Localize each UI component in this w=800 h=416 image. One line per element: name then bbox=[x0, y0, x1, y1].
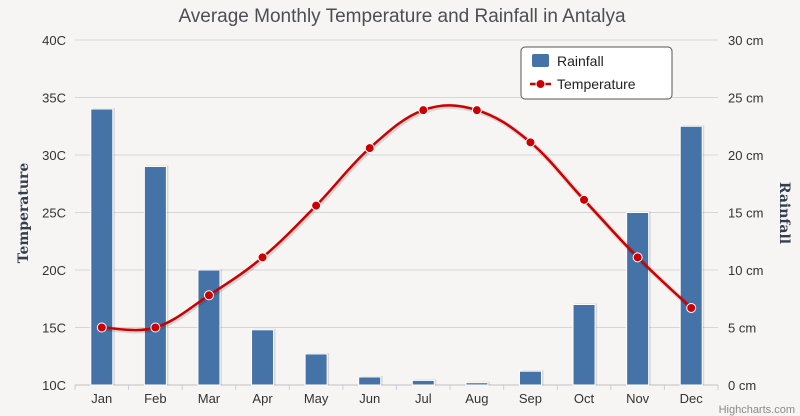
rainfall-bars bbox=[90, 108, 705, 386]
y-right-tick-label: 20 cm bbox=[728, 148, 763, 163]
y-left-tick-label: 40C bbox=[42, 33, 66, 48]
rainfall-bar[interactable] bbox=[358, 376, 382, 386]
x-tick-label: Apr bbox=[252, 391, 273, 406]
temperature-line-shadow bbox=[102, 103, 694, 334]
y-left-tick-label: 30C bbox=[42, 148, 66, 163]
chart-title: Average Monthly Temperature and Rainfall… bbox=[178, 6, 626, 27]
x-tick-label: Nov bbox=[626, 391, 650, 406]
x-tick-label: Feb bbox=[144, 391, 166, 406]
y-right-tick-label: 25 cm bbox=[728, 91, 763, 106]
credits-link[interactable]: Highcharts.com bbox=[719, 404, 795, 416]
temperature-point[interactable] bbox=[686, 302, 697, 313]
temperature-point[interactable] bbox=[96, 322, 107, 333]
temperature-point[interactable] bbox=[150, 322, 161, 333]
x-tick-label: Dec bbox=[680, 391, 704, 406]
x-tick-label: Jun bbox=[359, 391, 380, 406]
temperature-point[interactable] bbox=[311, 200, 322, 211]
rainfall-bar[interactable] bbox=[518, 370, 542, 386]
x-tick-label: May bbox=[304, 391, 329, 406]
y-right-tick-label: 10 cm bbox=[728, 263, 763, 278]
x-tick-label: Mar bbox=[198, 391, 221, 406]
rainfall-bar[interactable] bbox=[90, 108, 114, 386]
rainfall-bar[interactable] bbox=[465, 382, 489, 386]
y-axis-left-title: Temperature bbox=[16, 163, 32, 264]
y-right-tick-label: 0 cm bbox=[728, 378, 756, 393]
temperature-line bbox=[96, 103, 697, 334]
x-tick-label: Sep bbox=[519, 391, 542, 406]
temperature-point[interactable] bbox=[418, 105, 429, 116]
rainfall-bar[interactable] bbox=[626, 212, 650, 386]
temperature-point[interactable] bbox=[525, 137, 536, 148]
rainfall-bar[interactable] bbox=[572, 304, 596, 386]
y-left-tick-label: 25C bbox=[42, 206, 66, 221]
y-left-tick-label: 15C bbox=[42, 321, 66, 336]
legend-box bbox=[520, 46, 673, 100]
temperature-point[interactable] bbox=[632, 252, 643, 263]
temperature-point[interactable] bbox=[364, 143, 375, 154]
rainfall-bar[interactable] bbox=[679, 125, 703, 386]
legend[interactable]: Rainfall Temperature bbox=[520, 46, 673, 100]
left-axis-ticks: 10C 15C 20C 25C 30C 35C 40C bbox=[42, 33, 66, 393]
x-tick-label: Oct bbox=[574, 391, 595, 406]
y-right-tick-label: 5 cm bbox=[728, 321, 756, 336]
legend-temperature-label[interactable]: Temperature bbox=[557, 76, 636, 92]
legend-rainfall-swatch bbox=[532, 54, 549, 67]
gridlines bbox=[75, 39, 718, 386]
temperature-point[interactable] bbox=[257, 252, 268, 263]
y-left-tick-label: 10C bbox=[42, 378, 66, 393]
rainfall-bar[interactable] bbox=[411, 379, 435, 386]
y-left-tick-label: 20C bbox=[42, 263, 66, 278]
right-axis-ticks: 0 cm 5 cm 10 cm 15 cm 20 cm 25 cm 30 cm bbox=[728, 33, 763, 393]
temperature-point[interactable] bbox=[203, 290, 214, 301]
x-tick-label: Jan bbox=[91, 391, 112, 406]
x-tick-label: Jul bbox=[415, 391, 432, 406]
temperature-point[interactable] bbox=[471, 105, 482, 116]
y-right-tick-label: 30 cm bbox=[728, 33, 763, 48]
rainfall-bar[interactable] bbox=[143, 166, 167, 386]
rainfall-bar[interactable] bbox=[197, 269, 221, 386]
x-tick-label: Aug bbox=[465, 391, 488, 406]
y-right-tick-label: 15 cm bbox=[728, 206, 763, 221]
rainfall-bar[interactable] bbox=[304, 353, 328, 386]
x-axis-ticks: Jan Feb Mar Apr May Jun Jul Aug Sep Oct Nov Dec bbox=[74, 385, 719, 406]
rainfall-bar[interactable] bbox=[251, 329, 275, 386]
y-axis-right-title: Rainfall bbox=[776, 182, 792, 244]
legend-temperature-marker bbox=[535, 79, 546, 89]
y-left-tick-label: 35C bbox=[42, 91, 66, 106]
legend-rainfall-label[interactable]: Rainfall bbox=[557, 53, 604, 69]
temperature-point[interactable] bbox=[579, 194, 590, 205]
